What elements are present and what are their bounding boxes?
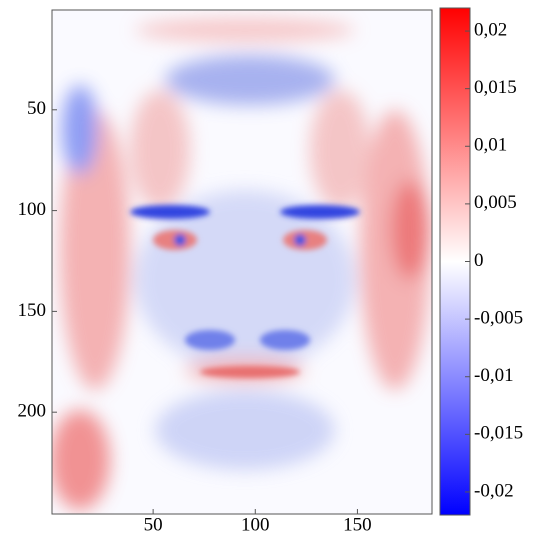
colorbar-tick-label: 0,02 [474, 19, 507, 40]
y-tick-label: 100 [18, 199, 47, 220]
heatmap-image [50, 10, 432, 514]
colorbar-tick-label: 0,005 [474, 192, 517, 213]
x-tick-label: 100 [241, 514, 270, 535]
y-tick-label: 50 [27, 98, 46, 119]
colorbar-tick-label: -0,015 [474, 423, 523, 444]
chart: 50 100 150 50 100 150 200 0,02 0,015 0,01 0,005 0 -0… [0, 0, 540, 535]
colorbar-tick-label: -0,01 [474, 365, 514, 386]
colorbar-tick-label: 0 [474, 250, 484, 271]
colorbar-tick-label: -0,005 [474, 307, 523, 328]
x-tick-label: 150 [343, 514, 372, 535]
y-tick-label: 150 [18, 300, 47, 321]
y-tick-label: 200 [18, 401, 47, 422]
x-tick-label: 50 [144, 514, 163, 535]
colorbar-tick-label: 0,015 [474, 77, 517, 98]
colorbar-tick-label: -0,02 [474, 480, 514, 501]
colorbar-tick-label: 0,01 [474, 135, 507, 156]
